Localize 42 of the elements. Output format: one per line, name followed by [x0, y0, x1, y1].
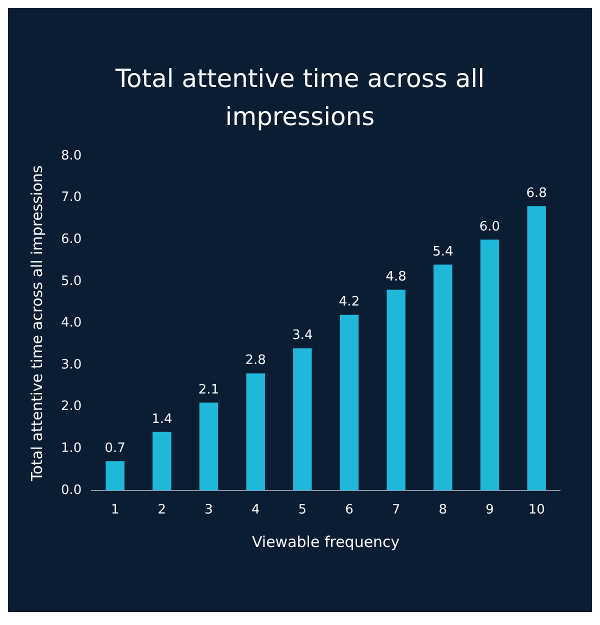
- data-label: 1.4: [152, 412, 172, 427]
- bar: [386, 290, 406, 490]
- y-axis-title: Total attentive time across all impressions: [28, 165, 46, 482]
- bar: [480, 240, 500, 490]
- bar: [293, 348, 312, 490]
- data-label: 2.1: [198, 382, 220, 398]
- x-tick-label: 1: [110, 502, 120, 518]
- y-tick-label: 2.0: [60, 399, 82, 414]
- x-tick-label: 4: [251, 502, 260, 518]
- data-label: 2.8: [245, 353, 266, 368]
- data-label: 6.0: [479, 219, 500, 234]
- y-tick-label: 1.0: [60, 440, 82, 456]
- data-label: 4.2: [338, 294, 360, 310]
- bar: [527, 206, 546, 490]
- data-label: 5.4: [432, 244, 454, 260]
- x-tick-label: 5: [298, 502, 307, 518]
- y-tick-label: 6.0: [60, 232, 82, 247]
- data-label: 6.8: [526, 186, 547, 202]
- x-tick-label: 7: [392, 502, 400, 518]
- chart-title: Total attentive time across all impressions: [114, 63, 486, 133]
- data-label: 0.7: [104, 441, 126, 456]
- x-tick-label: 10: [528, 502, 545, 518]
- x-tick-label: 8: [438, 502, 448, 518]
- bar: [106, 461, 124, 490]
- bar: [246, 373, 265, 490]
- x-tick-label: 6: [345, 502, 354, 518]
- bar: [152, 432, 172, 490]
- y-tick-label: 4.0: [60, 316, 82, 331]
- x-tick-label: 9: [486, 502, 494, 518]
- y-tick-label: 5.0: [60, 274, 82, 289]
- y-tick-label: 8.0: [60, 148, 82, 164]
- y-tick-label: 7.0: [60, 190, 82, 206]
- bar: [340, 314, 359, 490]
- data-label: 4.8: [386, 270, 406, 285]
- y-tick-label: 0.0: [60, 482, 82, 498]
- x-axis-title: Viewable frequency: [252, 532, 400, 551]
- bar: [434, 264, 452, 490]
- x-tick-label: 2: [158, 502, 166, 518]
- y-tick-label: 3.0: [60, 357, 82, 372]
- data-label: 3.4: [292, 328, 313, 344]
- bar: [199, 402, 218, 490]
- x-tick-label: 3: [204, 502, 213, 518]
